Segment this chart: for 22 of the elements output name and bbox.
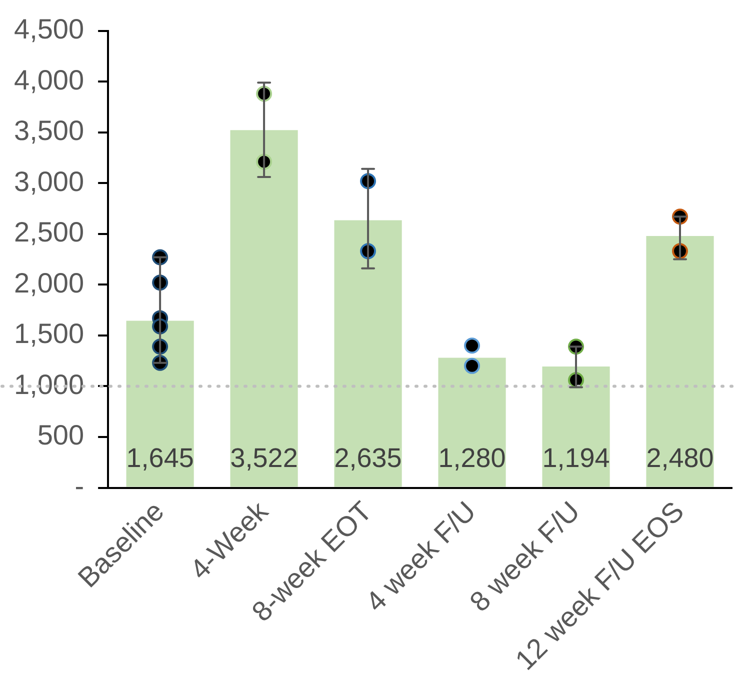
data-label: 1,280 [438, 443, 506, 474]
y-tick-label: 4,000 [14, 64, 84, 96]
y-tick-label: 3,500 [14, 115, 84, 146]
data-label: 3,522 [230, 443, 298, 474]
data-label: 2,480 [646, 443, 714, 474]
y-tick-label: 3,000 [14, 166, 84, 197]
data-label: 1,645 [126, 443, 194, 474]
y-tick-label: 500 [37, 420, 84, 451]
bar [230, 130, 298, 487]
y-tick-label: 2,000 [14, 267, 84, 298]
bar [126, 320, 194, 487]
y-tick-label: 4,500 [14, 14, 84, 45]
y-tick-label: - [74, 470, 84, 502]
data-label: 1,194 [542, 443, 610, 474]
bar [334, 220, 402, 487]
y-tick-label: 1,500 [14, 318, 84, 350]
y-tick-label: 1,000 [14, 368, 84, 400]
y-tick-label: 2,500 [14, 216, 84, 248]
bar [438, 358, 506, 487]
bar [542, 366, 610, 487]
data-label: 2,635 [334, 443, 402, 474]
bar [646, 236, 714, 487]
